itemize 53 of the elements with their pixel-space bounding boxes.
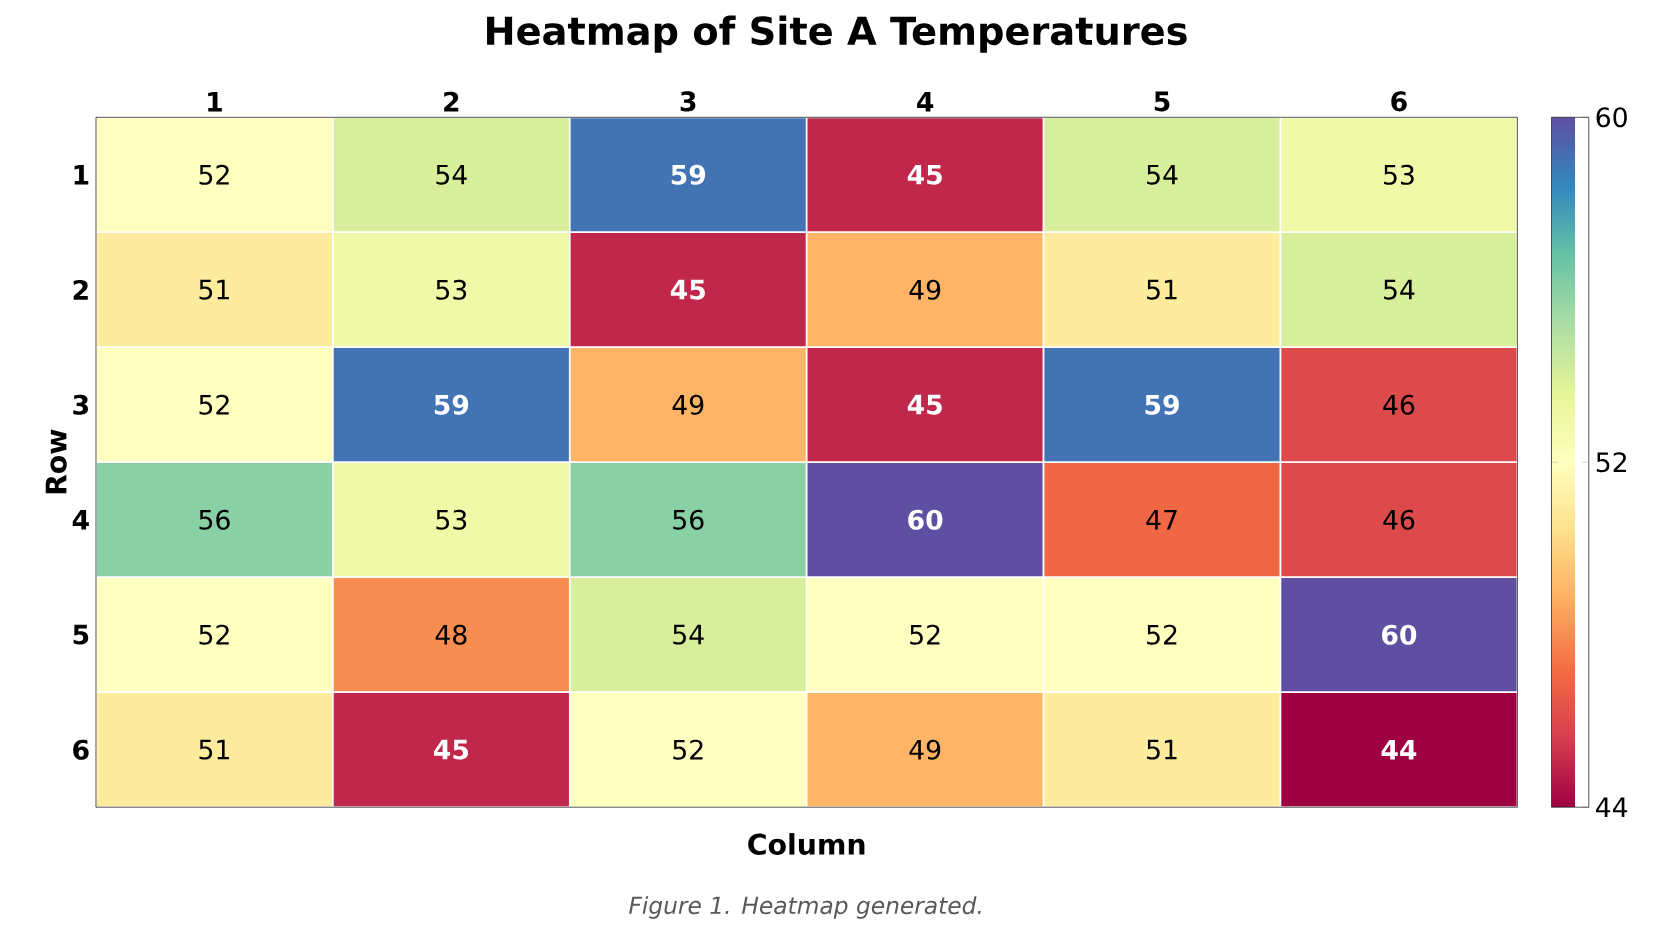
data-label: 59 bbox=[671, 164, 706, 185]
data-label: 60 bbox=[1382, 624, 1417, 645]
y-tick-label: 5 bbox=[73, 624, 89, 645]
data-label: 53 bbox=[1384, 164, 1414, 185]
data-label: 59 bbox=[1145, 394, 1179, 415]
data-label: 56 bbox=[199, 509, 230, 530]
chart-title: Heatmap of Site A Temperatures bbox=[487, 15, 1187, 53]
y-axis-title: Row bbox=[45, 429, 67, 494]
data-label: 49 bbox=[909, 739, 941, 760]
data-label: 52 bbox=[1147, 624, 1177, 645]
color-bar-label: 44 bbox=[1596, 797, 1628, 817]
y-tick-label: 6 bbox=[73, 739, 89, 760]
data-label: 52 bbox=[910, 624, 940, 645]
data-label: 56 bbox=[673, 509, 704, 530]
data-label: 46 bbox=[1383, 509, 1415, 530]
data-label: 45 bbox=[907, 394, 942, 415]
x-tick-label: 3 bbox=[680, 91, 696, 112]
data-label: 53 bbox=[436, 509, 467, 530]
data-label: 45 bbox=[907, 164, 942, 185]
data-label: 45 bbox=[670, 279, 705, 300]
x-tick-label: 5 bbox=[1154, 91, 1170, 112]
data-label: 54 bbox=[1147, 164, 1178, 185]
x-tick-label: 6 bbox=[1391, 91, 1407, 112]
data-label: 54 bbox=[673, 624, 704, 645]
x-tick-label: 1 bbox=[208, 91, 222, 112]
data-label: 52 bbox=[199, 164, 229, 185]
data-label: 47 bbox=[1146, 509, 1177, 530]
y-tick-label: 3 bbox=[73, 394, 88, 415]
data-label: 45 bbox=[433, 739, 469, 760]
x-axis-title: Column bbox=[748, 832, 865, 855]
y-tick-label: 4 bbox=[72, 509, 89, 530]
data-label: 52 bbox=[199, 394, 229, 415]
data-label: 53 bbox=[436, 279, 467, 300]
caption: Figure 1. Heatmap generated. bbox=[629, 895, 981, 919]
color-bar-label: 52 bbox=[1596, 451, 1626, 473]
data-label: 52 bbox=[673, 739, 703, 760]
data-label: 54 bbox=[436, 164, 467, 185]
x-tick-label: 4 bbox=[917, 91, 934, 112]
data-label: 44 bbox=[1381, 739, 1417, 760]
data-label: 51 bbox=[199, 279, 229, 300]
data-label: 51 bbox=[199, 739, 229, 760]
y-tick-label: 2 bbox=[73, 279, 88, 300]
x-tick-label: 2 bbox=[444, 91, 459, 112]
data-label: 49 bbox=[672, 394, 704, 415]
data-label: 60 bbox=[908, 509, 943, 530]
y-tick-label: 1 bbox=[74, 164, 89, 185]
data-label: 59 bbox=[434, 394, 469, 415]
data-label: 49 bbox=[909, 279, 941, 300]
data-label: 46 bbox=[1383, 394, 1415, 415]
data-label: 51 bbox=[1147, 279, 1177, 300]
color-bar-label: 60 bbox=[1596, 106, 1627, 128]
data-label: 48 bbox=[435, 624, 467, 645]
data-label: 52 bbox=[199, 624, 229, 645]
